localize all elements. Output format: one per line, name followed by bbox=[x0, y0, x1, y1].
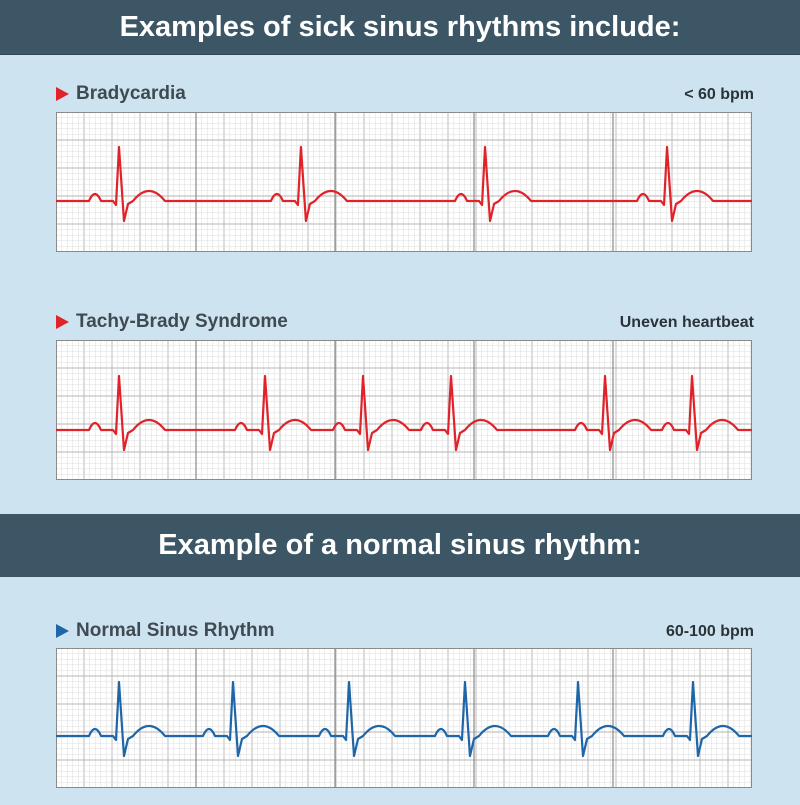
bradycardia-ecg-strip bbox=[56, 112, 752, 252]
normal-rhythm-section: Normal Sinus Rhythm 60-100 bpm bbox=[0, 577, 800, 805]
bradycardia-title: Bradycardia bbox=[56, 83, 186, 105]
tachy-brady-ecg-chart bbox=[56, 340, 752, 480]
normal-sinus-label: Normal Sinus Rhythm bbox=[76, 620, 275, 641]
red-triangle-icon bbox=[56, 315, 69, 329]
grid-border bbox=[56, 112, 752, 252]
ecg-grid bbox=[56, 648, 752, 788]
normal-sinus-rate: 60-100 bpm bbox=[665, 623, 754, 640]
tachy-brady-note: Uneven heartbeat bbox=[619, 314, 754, 331]
normal-sinus-title: Normal Sinus Rhythm bbox=[56, 620, 274, 642]
bradycardia-label: Bradycardia bbox=[76, 83, 186, 104]
normal-sinus-ecg-chart bbox=[56, 648, 752, 788]
ecg-trace bbox=[56, 374, 752, 452]
ecg-grid bbox=[56, 112, 752, 252]
red-triangle-icon bbox=[56, 87, 69, 101]
ecg-grid bbox=[56, 340, 752, 480]
blue-triangle-icon bbox=[56, 624, 69, 638]
grid-border bbox=[56, 340, 752, 480]
tachy-brady-ecg-strip bbox=[56, 340, 752, 480]
ecg-trace bbox=[56, 145, 752, 223]
normal-rhythm-banner: Example of a normal sinus rhythm: bbox=[0, 514, 800, 577]
normal-sinus-ecg-strip bbox=[56, 648, 752, 788]
sick-rhythms-banner: Examples of sick sinus rhythms include: bbox=[0, 0, 800, 55]
tachy-brady-title: Tachy-Brady Syndrome bbox=[56, 311, 288, 333]
ecg-trace bbox=[56, 680, 752, 758]
grid-border bbox=[56, 648, 752, 788]
tachy-brady-label: Tachy-Brady Syndrome bbox=[76, 311, 288, 332]
bradycardia-ecg-chart bbox=[56, 112, 752, 252]
bradycardia-rate: < 60 bpm bbox=[684, 86, 754, 103]
sick-rhythms-section: Bradycardia < 60 bpm Tachy-Brady Syndrom… bbox=[0, 55, 800, 514]
